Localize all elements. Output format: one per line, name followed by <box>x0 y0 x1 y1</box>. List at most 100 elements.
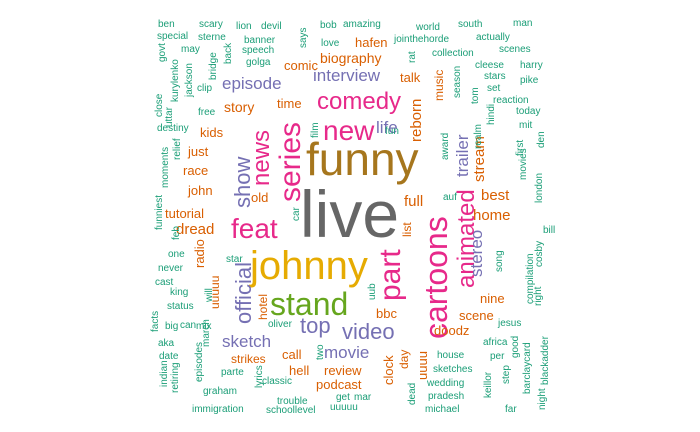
word-home: home <box>473 207 511 224</box>
word-video: video <box>342 319 395 344</box>
word-uuuuu: uuuuu <box>208 276 222 309</box>
word-per: per <box>490 351 505 362</box>
word-south: south <box>458 19 482 30</box>
word-says: says <box>298 27 309 48</box>
word-comic: comic <box>284 58 318 73</box>
word-nine: nine <box>480 291 505 306</box>
word-johnny: johnny <box>249 244 368 288</box>
word-keillor: keillor <box>483 371 494 398</box>
word-actually: actually <box>476 32 510 43</box>
word-funny: funny <box>306 133 419 185</box>
word-house: house <box>437 350 465 361</box>
word-blackadder: blackadder <box>540 335 551 385</box>
word-compilation: compilation <box>525 253 536 304</box>
word-amazing: amazing <box>343 19 381 30</box>
word-series: series <box>274 122 307 202</box>
word-ben: ben <box>158 19 175 30</box>
word-full: full <box>404 193 423 210</box>
word-award: award <box>440 133 451 160</box>
word-never: never <box>158 263 184 274</box>
word-fun: fun <box>385 126 399 137</box>
word-new: new <box>323 115 375 146</box>
word-right: right <box>533 286 544 306</box>
word-just: just <box>187 144 209 159</box>
word-hell: hell <box>289 363 309 378</box>
word-pike: pike <box>520 75 539 86</box>
word-man: man <box>513 18 532 29</box>
word-scenes: scenes <box>499 44 531 55</box>
word-schoollevel: schoollevel <box>266 405 315 416</box>
word-stars: stars <box>484 71 506 82</box>
word-immigration: immigration <box>192 404 244 415</box>
word-night: night <box>537 388 548 410</box>
word-may: may <box>181 44 200 55</box>
word-call: call <box>282 347 302 362</box>
word-life: life <box>376 118 398 137</box>
word-oliver: oliver <box>268 319 293 330</box>
word-feb: feb <box>171 226 182 240</box>
word-uttar: uttar <box>164 106 175 127</box>
word-comedy: comedy <box>317 88 401 115</box>
word-kurylenko: kurylenko <box>170 59 181 102</box>
word-aka: aka <box>158 338 175 349</box>
word-special: special <box>157 31 188 42</box>
word-race: race <box>183 163 208 178</box>
word-lion: lion <box>236 21 252 32</box>
word-jackson: jackson <box>184 63 195 98</box>
word-parte: parte <box>221 367 244 378</box>
word-radio: radio <box>192 239 207 268</box>
word-back: back <box>223 42 234 64</box>
word-car: car <box>291 206 302 221</box>
word-animated: animated <box>453 189 480 288</box>
word-john: john <box>187 183 213 198</box>
word-free: free <box>198 107 216 118</box>
word-big: big <box>165 321 178 332</box>
word-news: news <box>248 130 275 186</box>
word-reborn: reborn <box>408 99 425 142</box>
word-hotel: hotel <box>256 294 270 320</box>
word-scene: scene <box>459 308 494 323</box>
word-episodes: episodes <box>194 342 205 382</box>
word-will: will <box>204 288 215 303</box>
word-bob: bob <box>320 20 337 31</box>
word-dread: dread <box>176 221 214 238</box>
word-stand: stand <box>270 286 348 322</box>
word-close: close <box>154 93 165 117</box>
word-scary: scary <box>199 19 223 30</box>
word-michael: michael <box>425 404 459 415</box>
word-tom: tom <box>470 87 481 104</box>
word-golga: golga <box>246 57 271 68</box>
word-king: king <box>170 287 188 298</box>
word-podcast: podcast <box>316 377 362 392</box>
word-far: far <box>505 404 517 415</box>
word-hindi: hindi <box>486 104 497 125</box>
word-cast: cast <box>155 277 174 288</box>
word-status: status <box>167 301 194 312</box>
word-season: season <box>452 66 463 98</box>
word-stream: stream <box>471 136 488 182</box>
word-moments: moments <box>160 147 171 188</box>
word-show: show <box>230 157 255 208</box>
word-hafen: hafen <box>355 35 388 50</box>
word-retiring: retiring <box>170 362 181 393</box>
word-banner: banner <box>244 35 276 46</box>
word-barclaycard: barclaycard <box>522 342 533 394</box>
word-date: date <box>159 351 179 362</box>
word-uuuuu-2: uuuuu <box>330 402 358 413</box>
word-bill: bill <box>543 225 555 236</box>
word-cosby: cosby <box>534 241 545 267</box>
word-sketch: sketch <box>222 332 271 351</box>
word-strikes: strikes <box>231 352 266 366</box>
word-get: get <box>336 392 350 403</box>
word-cartoons: cartoons <box>418 216 454 339</box>
word-talk: talk <box>400 70 421 85</box>
word-best: best <box>481 187 510 204</box>
word-mix: mix <box>196 321 212 332</box>
word-devil: devil <box>261 21 282 32</box>
word-episode: episode <box>222 74 282 93</box>
word-film: film <box>310 122 321 138</box>
word-mar: mar <box>354 392 372 403</box>
word-mit: mit <box>519 120 533 131</box>
word-old: old <box>251 190 268 205</box>
